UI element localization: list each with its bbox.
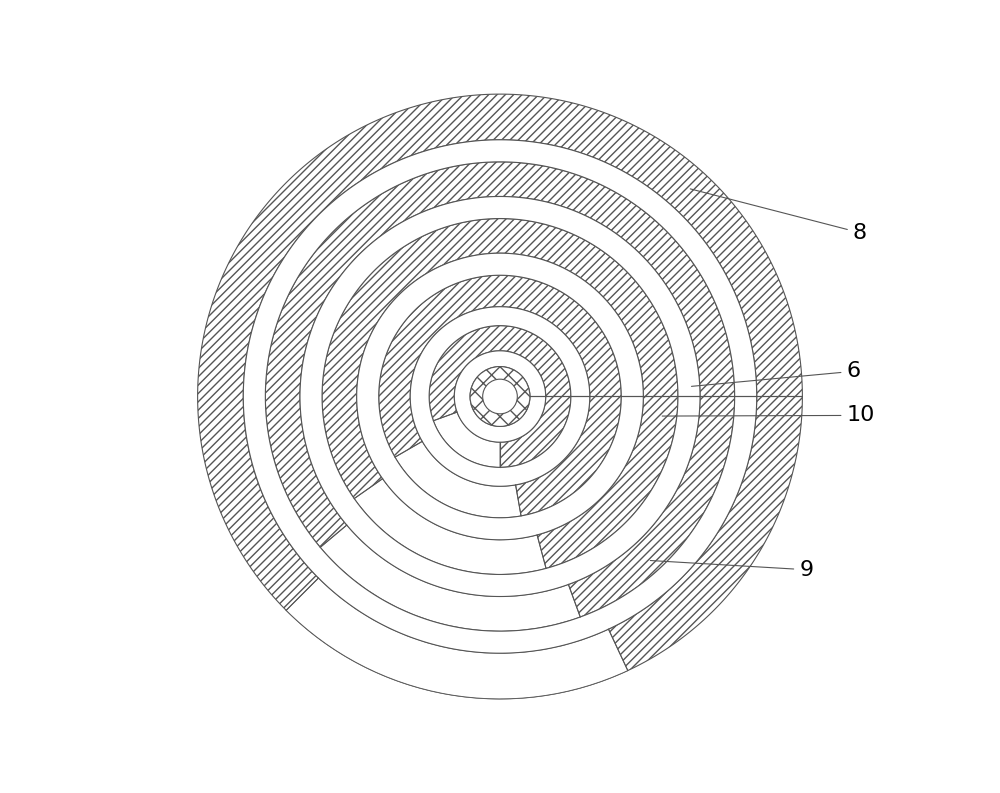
Text: 10: 10	[662, 405, 875, 425]
Polygon shape	[357, 253, 643, 540]
Wedge shape	[320, 525, 580, 631]
Text: 9: 9	[650, 560, 813, 580]
Polygon shape	[300, 197, 700, 596]
Polygon shape	[243, 140, 757, 653]
Polygon shape	[410, 307, 590, 486]
Wedge shape	[286, 578, 628, 699]
Polygon shape	[198, 94, 802, 699]
Wedge shape	[395, 442, 521, 518]
Polygon shape	[322, 219, 678, 574]
Polygon shape	[379, 275, 621, 518]
Polygon shape	[454, 351, 546, 442]
Circle shape	[483, 379, 517, 414]
Circle shape	[470, 366, 530, 427]
Text: 6: 6	[691, 362, 861, 386]
Text: 8: 8	[690, 189, 867, 243]
Wedge shape	[354, 479, 546, 574]
Polygon shape	[265, 162, 735, 631]
Wedge shape	[433, 412, 500, 467]
Polygon shape	[429, 326, 571, 467]
